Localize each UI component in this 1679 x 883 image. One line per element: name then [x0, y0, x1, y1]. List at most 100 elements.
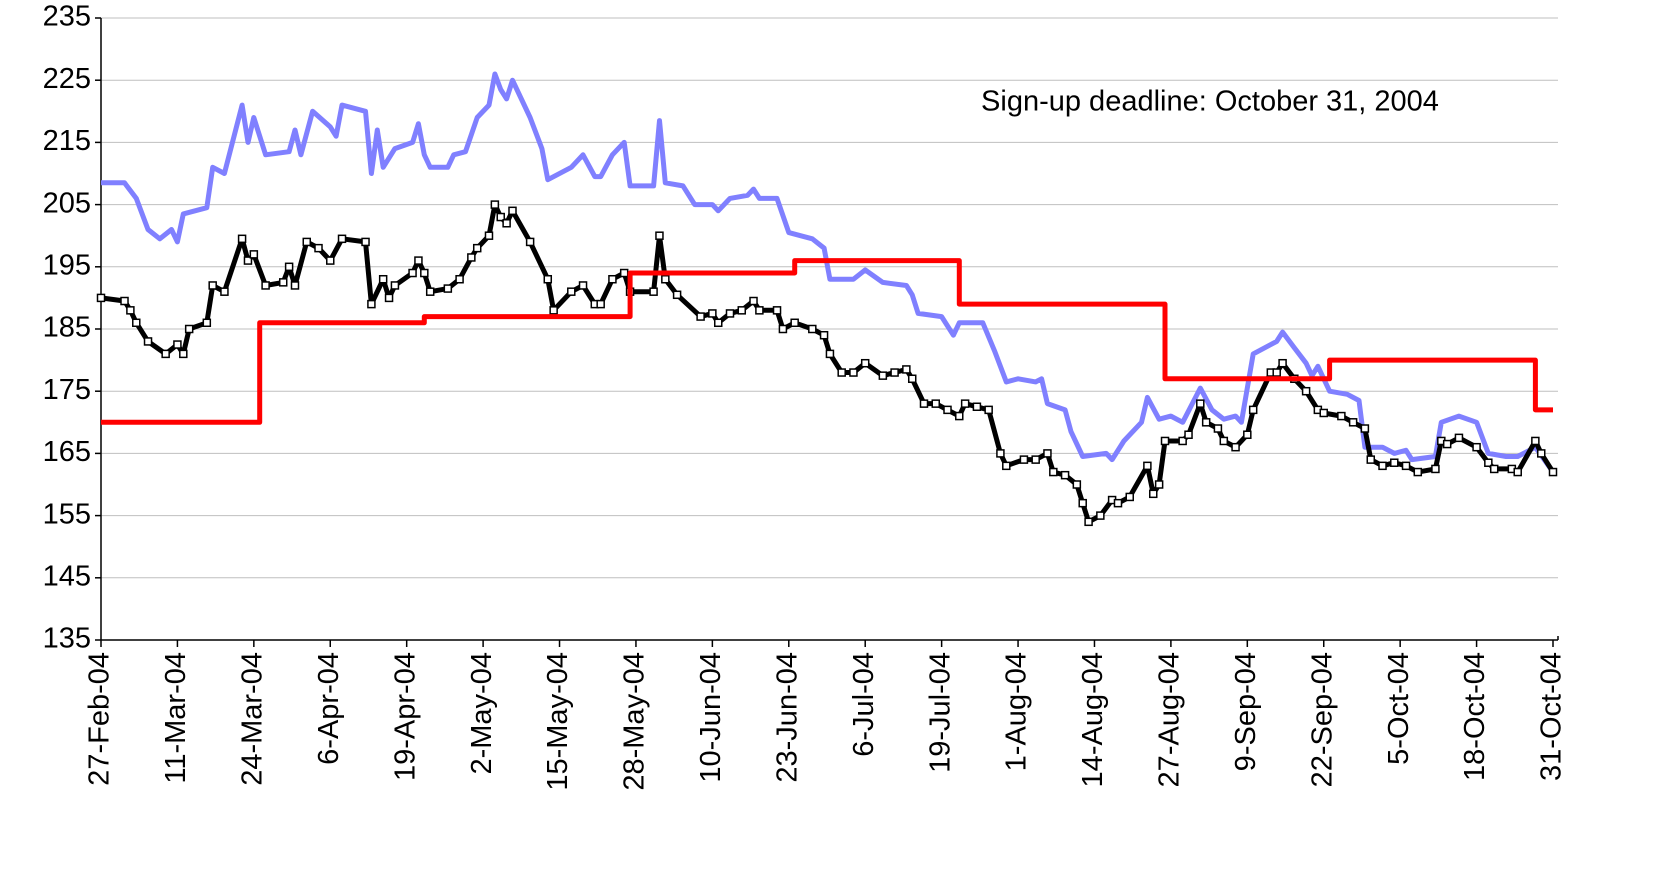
point-marker	[955, 411, 964, 421]
point-marker	[696, 312, 705, 321]
point-marker	[1390, 458, 1399, 467]
point-marker	[1272, 368, 1281, 377]
point-marker	[143, 337, 153, 346]
point-marker	[220, 287, 229, 296]
point-marker	[808, 324, 817, 334]
point-marker	[525, 237, 535, 247]
point-marker	[860, 358, 870, 368]
x-tick-label: 9-Sep-04	[1230, 652, 1262, 771]
x-tick-label: 23-Jun-04	[771, 652, 803, 783]
x-tick-label: 10-Jun-04	[695, 652, 727, 783]
point-marker	[249, 250, 259, 259]
point-marker	[1489, 464, 1499, 474]
x-tick-label: 27-Feb-04	[84, 652, 116, 786]
point-marker	[302, 237, 311, 247]
point-marker	[878, 371, 888, 380]
point-marker	[1002, 461, 1011, 471]
point-marker	[1219, 436, 1229, 446]
point-marker	[907, 374, 917, 384]
point-marker	[778, 324, 788, 334]
point-marker	[326, 256, 335, 265]
point-marker	[1442, 439, 1452, 449]
point-marker	[414, 256, 423, 265]
point-marker	[713, 318, 723, 328]
x-tick-label: 15-May-04	[542, 652, 574, 791]
point-marker	[1413, 467, 1423, 477]
y-tick-label: 145	[43, 560, 91, 592]
point-marker	[543, 274, 553, 284]
point-marker	[672, 290, 682, 300]
point-marker	[184, 324, 194, 334]
annotation: Sign-up deadline: October 31, 2004	[981, 86, 1439, 118]
point-marker	[126, 306, 135, 315]
point-marker	[1472, 442, 1481, 452]
y-tick-label: 175	[43, 374, 91, 406]
point-marker	[278, 278, 288, 287]
point-marker	[567, 287, 576, 296]
point-marker	[179, 349, 188, 359]
point-marker	[1078, 498, 1087, 508]
point-marker	[1366, 455, 1376, 464]
point-marker	[408, 268, 417, 278]
point-marker	[649, 287, 658, 296]
point-marker	[502, 219, 511, 228]
point-marker	[772, 306, 782, 315]
point-marker	[890, 368, 899, 377]
point-marker	[1378, 461, 1387, 471]
point-marker	[737, 306, 747, 315]
x-tick-label: 1-Aug-04	[1001, 652, 1033, 771]
point-marker	[960, 399, 970, 408]
point-marker	[749, 296, 758, 306]
point-marker	[337, 234, 347, 244]
x-tick-label: 22-Sep-04	[1306, 652, 1338, 787]
point-marker	[1337, 411, 1346, 421]
point-marker	[1454, 433, 1464, 443]
point-marker	[1360, 424, 1370, 433]
point-marker	[420, 268, 429, 278]
point-marker	[484, 231, 494, 240]
point-marker	[1113, 498, 1123, 508]
point-marker	[1248, 405, 1258, 415]
point-marker	[661, 274, 670, 284]
point-marker	[208, 281, 217, 290]
point-marker	[1160, 436, 1170, 446]
x-tick-label: 11-Mar-04	[160, 652, 192, 784]
point-marker	[849, 368, 858, 377]
x-tick-label: 6-Apr-04	[313, 652, 345, 765]
point-marker	[1513, 467, 1522, 477]
point-marker	[490, 200, 500, 209]
point-marker	[1049, 467, 1058, 477]
point-marker	[243, 256, 253, 265]
x-tick-label: 27-Aug-04	[1154, 652, 1186, 787]
point-marker	[943, 405, 952, 415]
y-tick-label: 185	[43, 312, 91, 344]
point-marker	[549, 306, 558, 315]
point-marker	[161, 349, 170, 359]
point-marker	[1196, 399, 1205, 408]
point-marker	[708, 309, 717, 318]
point-marker	[725, 309, 735, 318]
point-marker	[1178, 436, 1187, 446]
point-marker	[1149, 489, 1158, 499]
y-tick-label: 235	[43, 1, 91, 33]
point-marker	[378, 274, 388, 284]
y-tick-label: 135	[43, 623, 91, 655]
point-marker	[361, 237, 370, 247]
y-tick-label: 205	[43, 187, 91, 219]
point-marker	[1401, 461, 1411, 471]
point-marker	[931, 399, 941, 408]
point-marker	[202, 318, 212, 328]
point-marker	[390, 281, 400, 290]
y-tick-label: 215	[43, 125, 91, 157]
point-marker	[132, 318, 141, 328]
x-tick-label: 19-Jul-04	[924, 652, 956, 773]
point-marker	[1348, 418, 1358, 427]
point-marker	[578, 281, 588, 290]
point-marker	[472, 243, 482, 253]
point-marker	[1201, 418, 1211, 427]
x-tick-label: 19-Apr-04	[389, 652, 421, 781]
y-tick-label: 165	[43, 436, 91, 468]
point-marker	[384, 293, 394, 303]
point-marker	[1213, 424, 1223, 433]
